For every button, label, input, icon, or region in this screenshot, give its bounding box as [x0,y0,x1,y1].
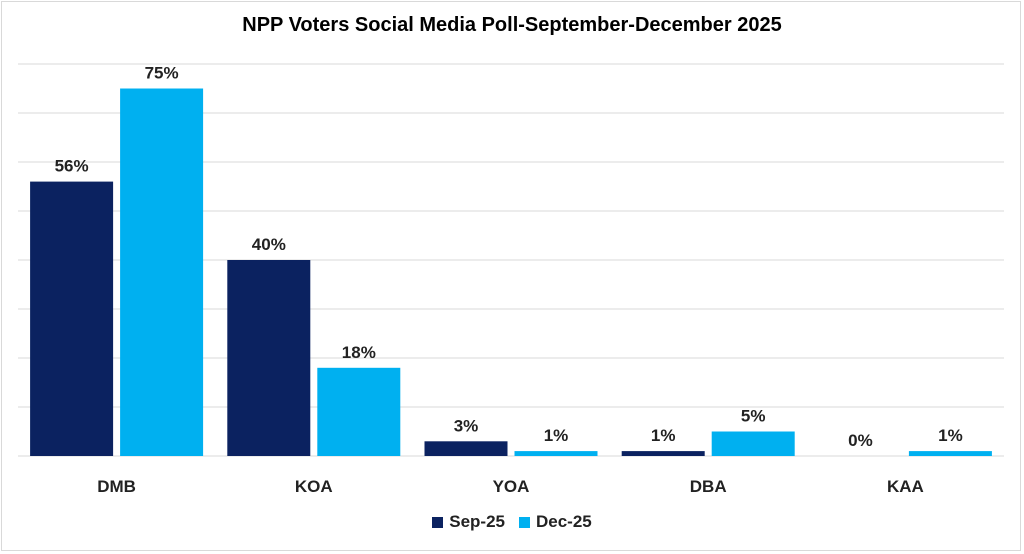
bar-dec-25-dmb [120,88,204,456]
data-label: 1% [938,426,963,445]
bar-sep-25-yoa [424,441,508,456]
data-label: 1% [544,426,569,445]
bar-sep-25-dba [621,451,705,456]
bar-dec-25-dba [711,431,795,456]
x-tick-label: YOA [493,477,530,496]
legend-swatch-sep [432,516,444,528]
legend-item-sep: Sep-25 [432,512,505,532]
bar-sep-25-koa [227,260,311,456]
legend-swatch-dec [518,516,530,528]
x-tick-label: KOA [295,477,333,496]
legend-label-dec: Dec-25 [535,512,592,531]
x-tick-label: KAA [887,477,924,496]
bar-sep-25-dmb [30,181,114,456]
legend-item-dec: Dec-25 [518,512,592,532]
data-label: 5% [741,407,766,426]
data-label: 40% [252,235,286,254]
data-label: 0% [848,431,873,450]
legend: Sep-25 Dec-25 [0,512,1024,532]
data-label: 56% [55,157,89,176]
data-label: 75% [145,64,179,83]
data-label: 3% [454,416,479,435]
data-label: 18% [342,343,376,362]
legend-label-sep: Sep-25 [449,512,505,531]
bar-dec-25-yoa [514,451,598,456]
data-label: 1% [651,426,676,445]
x-tick-label: DBA [690,477,727,496]
bar-dec-25-kaa [908,451,992,456]
x-tick-label: DMB [97,477,136,496]
bar-dec-25-koa [317,367,401,456]
chart-title: NPP Voters Social Media Poll-September-D… [242,14,782,36]
